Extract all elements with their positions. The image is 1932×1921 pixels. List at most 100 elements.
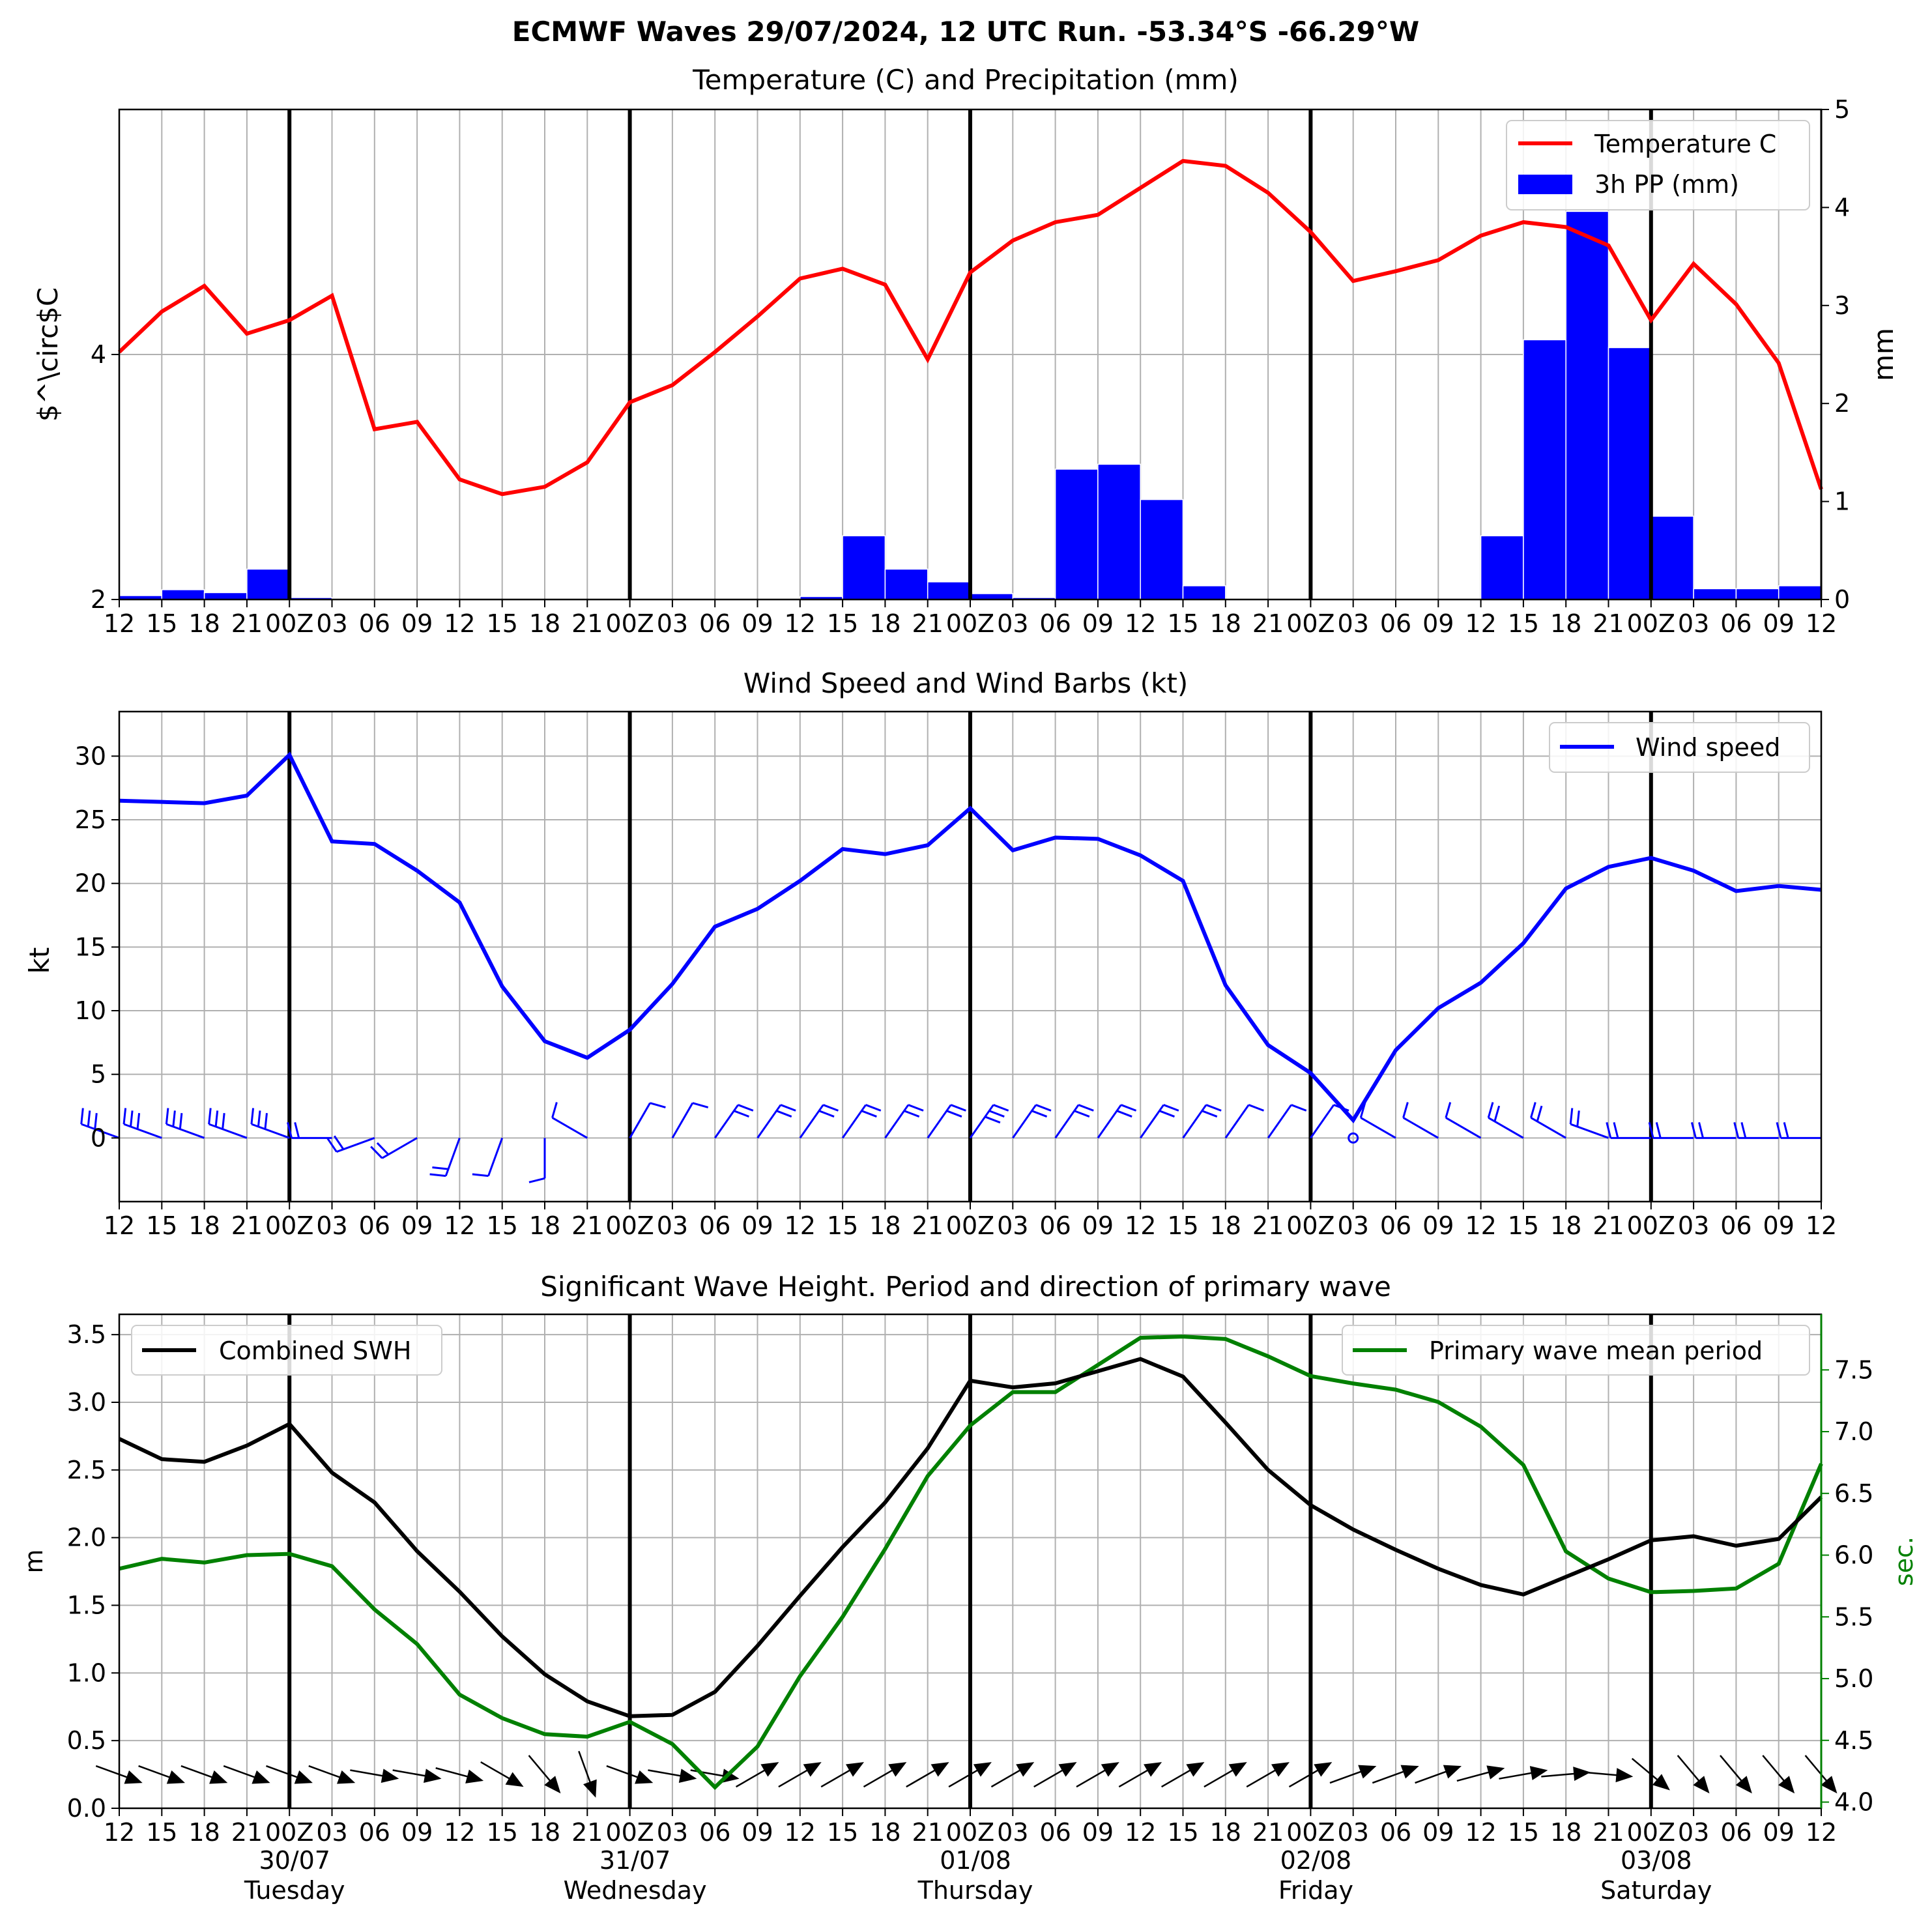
- date-label: 31/07: [599, 1846, 671, 1875]
- arrow-shaft: [392, 1769, 431, 1778]
- panel3-title: Significant Wave Height. Period and dire…: [540, 1271, 1391, 1303]
- wave-period-line: [119, 1335, 1823, 1790]
- y-tick-label: 2.0: [67, 1524, 106, 1552]
- precip-bar: [1565, 210, 1609, 600]
- barb-feather: [1606, 1121, 1612, 1138]
- day-label: Tuesday: [244, 1876, 345, 1905]
- figure-title: ECMWF Waves 29/07/2024, 12 UTC Run. -53.…: [512, 16, 1419, 48]
- day-label: Thursday: [917, 1876, 1033, 1905]
- x-tick-label: 06: [1380, 1211, 1411, 1240]
- arrow-head: [1693, 1776, 1710, 1794]
- x-tick-label: 15: [146, 1818, 177, 1847]
- x-tick-label: 15: [487, 609, 518, 638]
- barb-shaft: [1360, 1117, 1396, 1139]
- x-tick-label: 12: [1806, 1211, 1837, 1240]
- x-tick-label: 06: [1039, 1211, 1071, 1240]
- barb-feather: [733, 1110, 749, 1118]
- wave-direction-arrow: [820, 1762, 865, 1788]
- barb-feather: [257, 1110, 261, 1127]
- arrow-head: [1271, 1762, 1290, 1777]
- precip-bar: [1778, 585, 1822, 600]
- x-tick-label: 18: [529, 1211, 560, 1240]
- wind-barbs: [80, 1102, 1821, 1183]
- wind-barb: [1776, 1121, 1821, 1139]
- date-label: 01/08: [940, 1846, 1011, 1875]
- arrow-head: [973, 1762, 992, 1777]
- x-tick-label: 00Z: [1286, 1818, 1334, 1847]
- precip-bar: [161, 589, 205, 600]
- x-tick-label: 03: [997, 609, 1028, 638]
- x-tick-label: 21: [1593, 609, 1624, 638]
- x-tick-label: 06: [1720, 1211, 1752, 1240]
- x-tick-label: 09: [742, 1211, 773, 1240]
- x-tick-label: 03: [997, 1211, 1028, 1240]
- wave-direction-arrow: [778, 1762, 822, 1788]
- arrow-shaft: [266, 1765, 304, 1780]
- arrow-head: [337, 1770, 356, 1784]
- wave-direction-arrow: [578, 1750, 597, 1798]
- barb-feather: [650, 1102, 666, 1108]
- barb-feather: [222, 1113, 225, 1129]
- wave-direction-arrow: [350, 1769, 399, 1783]
- barb-feather: [136, 1113, 141, 1129]
- x-tick-label: 00Z: [265, 1818, 313, 1847]
- precip-bars: [119, 210, 1822, 600]
- y2-tick-label: 1: [1834, 487, 1850, 516]
- panel1-y2-ticks: 0 1 2 3 4 5: [1820, 95, 1850, 614]
- wave-direction-arrow: [1415, 1765, 1462, 1784]
- y2-tick-label: 7.5: [1834, 1355, 1873, 1384]
- x-tick-label: 12: [1465, 1818, 1496, 1847]
- panel3-y2-ticks: 4.0 4.5 5.0 5.5 6.0 6.5 7.0 7.5: [1820, 1314, 1873, 1817]
- x-tick-label: 09: [1763, 609, 1795, 638]
- panel1-title: Temperature (C) and Precipitation (mm): [692, 64, 1239, 96]
- y-tick-label: 5: [91, 1060, 106, 1089]
- x-tick-label: 21: [571, 1211, 603, 1240]
- wave-direction-arrow: [1762, 1755, 1795, 1794]
- x-tick-label: 03: [657, 1818, 688, 1847]
- x-tick-label: 12: [1806, 1818, 1837, 1847]
- x-tick-label: 15: [1167, 609, 1198, 638]
- x-tick-label: 09: [742, 1818, 773, 1847]
- barb-shaft: [1530, 1117, 1566, 1139]
- x-tick-label: 06: [699, 1211, 730, 1240]
- x-tick-label: 06: [359, 1211, 390, 1240]
- arrow-head: [888, 1762, 907, 1777]
- wave-direction-arrow: [138, 1765, 186, 1784]
- wave-direction-arrow: [1372, 1765, 1419, 1784]
- panel1-x-tick-labels: 12 15 18 21 00Z 03 06 09 12 15 18 21 00Z 03 06 09 12 15 18…: [104, 599, 1837, 638]
- barb-feather: [294, 1121, 300, 1138]
- wind-barb: [370, 1137, 418, 1159]
- x-tick-label: 00Z: [1286, 1211, 1334, 1240]
- panel1-y-ticks: 24: [91, 340, 119, 614]
- arrow-head: [845, 1762, 865, 1777]
- x-tick-label: 18: [188, 1818, 220, 1847]
- arrow-head: [1186, 1762, 1205, 1777]
- wind-barb: [551, 1102, 588, 1139]
- barb-shaft: [629, 1102, 651, 1139]
- x-tick-label: 00Z: [1627, 1818, 1675, 1847]
- barb-shaft: [884, 1104, 910, 1139]
- wave-direction-arrow: [1499, 1766, 1548, 1780]
- x-tick-label: 18: [1550, 609, 1581, 638]
- barb-feather: [1074, 1110, 1090, 1118]
- x-tick-label: 03: [1678, 1818, 1709, 1847]
- arrow-head: [424, 1769, 442, 1783]
- x-tick-label: 00Z: [605, 1211, 654, 1240]
- wind-barb: [927, 1104, 966, 1139]
- wave-direction-arrow: [648, 1769, 697, 1783]
- panel3-legend-left: Combined SWH: [131, 1325, 442, 1376]
- barb-shaft: [1012, 1104, 1037, 1139]
- barb-shaft: [841, 1104, 867, 1139]
- barb-feather: [1116, 1110, 1132, 1118]
- barb-shaft: [1139, 1104, 1164, 1139]
- x-tick-label: 21: [912, 1818, 944, 1847]
- x-tick-label: 12: [1465, 609, 1496, 638]
- x-tick-label: 03: [1678, 1211, 1709, 1240]
- barb-feather: [165, 1108, 169, 1125]
- barb-shaft: [1445, 1117, 1482, 1139]
- y-tick-label: 1.0: [67, 1658, 106, 1687]
- wave-direction-arrow: [735, 1762, 779, 1788]
- y2-tick-label: 4: [1834, 193, 1850, 222]
- x-tick-label: 00Z: [1627, 1211, 1675, 1240]
